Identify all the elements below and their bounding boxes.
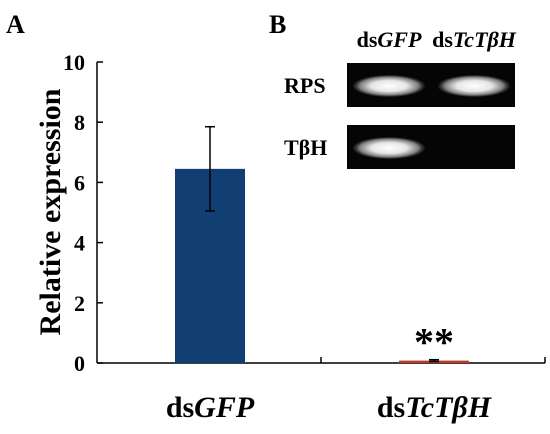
y-tick-label: 10 [63, 50, 85, 75]
y-tick-label: 8 [74, 110, 85, 135]
panel-a-label: A [6, 10, 25, 39]
y-tick-label: 0 [74, 351, 85, 376]
x-category-label: dsGFP [166, 391, 255, 424]
gel-row-label: TβH [284, 135, 327, 160]
significance-mark: ** [414, 320, 454, 365]
y-tick-label: 4 [74, 231, 85, 256]
x-category-prefix: ds [166, 391, 194, 424]
gel-row-label: RPS [284, 73, 326, 98]
y-axis-title: Relative expression [34, 88, 67, 335]
y-tick-label: 2 [74, 291, 85, 316]
gel-lane-italic: GFP [377, 27, 422, 52]
y-ticks: 0 2 4 6 8 10 [63, 50, 103, 376]
error-bars [205, 125, 439, 363]
gel-band [353, 75, 425, 97]
x-category-labels: dsGFP dsTcTβH [166, 391, 493, 424]
x-category-italic: TcTβH [405, 391, 493, 424]
gel-lane-label: dsGFP [357, 27, 422, 52]
gel-band [438, 75, 510, 97]
gel-lane-prefix: ds [432, 27, 453, 52]
panel-b-label: B [269, 10, 286, 39]
x-category-prefix: ds [377, 391, 405, 424]
x-category-italic: GFP [194, 391, 255, 424]
y-tick-label: 6 [74, 170, 85, 195]
gel-lane-prefix: ds [357, 27, 378, 52]
gel-lane-italic: TcTβH [453, 27, 517, 52]
gel-band [353, 137, 425, 159]
x-category-label: dsTcTβH [377, 391, 493, 424]
significance-marks: ** [414, 320, 454, 365]
gel-lane-label: dsTcTβH [432, 27, 517, 52]
